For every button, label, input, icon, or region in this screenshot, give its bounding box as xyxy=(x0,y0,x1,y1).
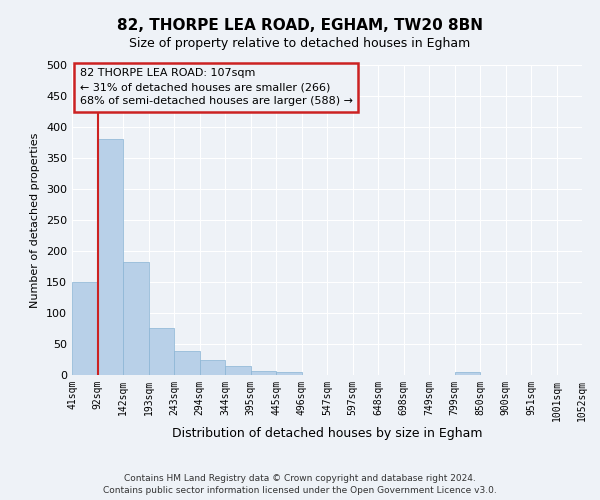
Text: Size of property relative to detached houses in Egham: Size of property relative to detached ho… xyxy=(130,38,470,51)
Bar xyxy=(72,282,97,375)
Bar xyxy=(199,360,225,375)
Bar xyxy=(97,140,123,375)
Bar xyxy=(276,372,302,375)
Bar xyxy=(123,262,149,375)
Bar xyxy=(225,366,251,375)
Text: 82, THORPE LEA ROAD, EGHAM, TW20 8BN: 82, THORPE LEA ROAD, EGHAM, TW20 8BN xyxy=(117,18,483,32)
Bar xyxy=(251,370,276,375)
Bar xyxy=(174,352,199,375)
Text: Contains HM Land Registry data © Crown copyright and database right 2024.
Contai: Contains HM Land Registry data © Crown c… xyxy=(103,474,497,495)
Bar xyxy=(149,328,174,375)
Text: 82 THORPE LEA ROAD: 107sqm
← 31% of detached houses are smaller (266)
68% of sem: 82 THORPE LEA ROAD: 107sqm ← 31% of deta… xyxy=(80,68,353,106)
Y-axis label: Number of detached properties: Number of detached properties xyxy=(31,132,40,308)
Bar xyxy=(455,372,480,375)
X-axis label: Distribution of detached houses by size in Egham: Distribution of detached houses by size … xyxy=(172,426,482,440)
